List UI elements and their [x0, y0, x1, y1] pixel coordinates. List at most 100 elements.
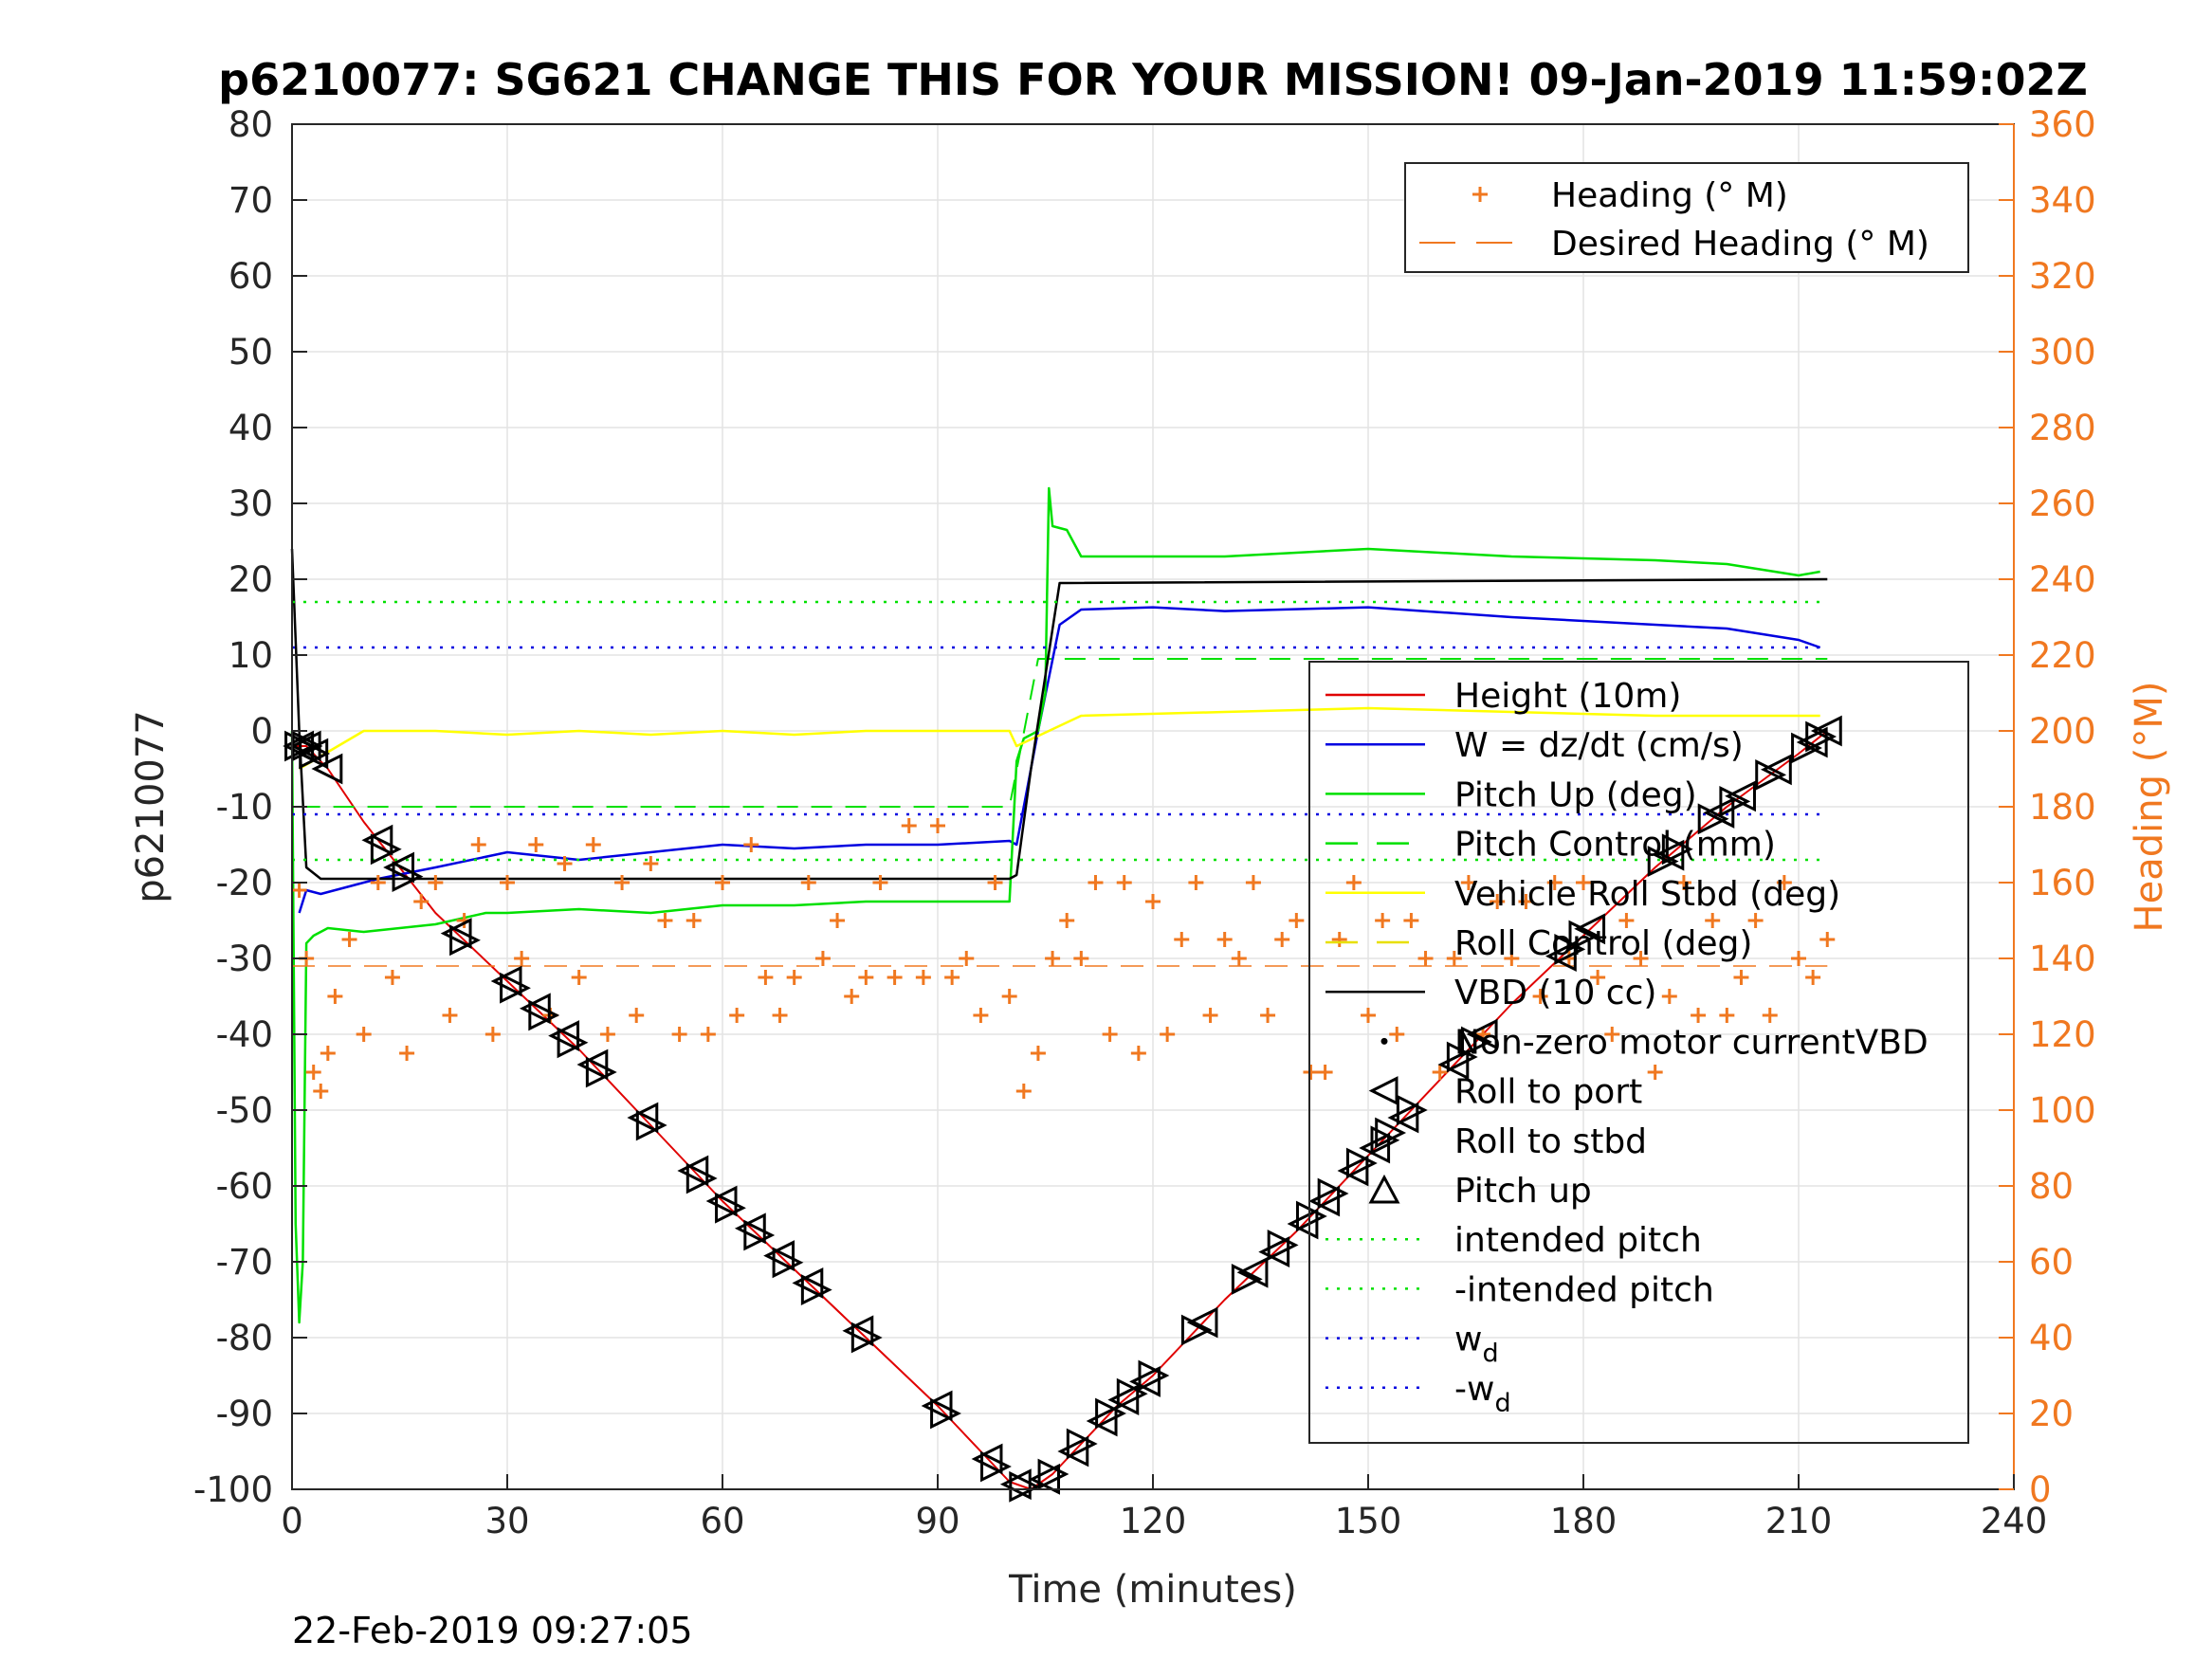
y-tick-label-left: 50	[229, 332, 273, 373]
heading-point	[1705, 913, 1721, 928]
marker-roll-to-port	[1810, 715, 1842, 747]
x-tick-label: 0	[281, 1501, 303, 1541]
marker-roll-to-stbd	[585, 1056, 617, 1088]
heading-point	[1260, 1008, 1276, 1023]
heading-point	[1274, 932, 1290, 947]
heading-point	[786, 970, 802, 985]
heading-point	[1633, 951, 1649, 966]
marker-roll-to-stbd	[291, 730, 323, 762]
heading-point	[470, 837, 486, 852]
marker-roll-to-port	[1796, 726, 1828, 758]
y-tick-label-left: -90	[216, 1394, 273, 1434]
heading-point	[1202, 1008, 1218, 1023]
y-tick-label-right: 180	[2029, 787, 2096, 828]
heading-point	[1819, 932, 1836, 947]
heading-point	[1375, 913, 1391, 928]
marker-roll-to-stbd	[930, 1397, 961, 1430]
marker-roll-to-port	[1545, 940, 1577, 973]
legend-label: VBD (10 cc)	[1454, 974, 1656, 1012]
heading-point	[514, 951, 530, 966]
legend-dot-icon	[1380, 1037, 1388, 1045]
heading-point	[1432, 1065, 1448, 1080]
y-tick-label-left: 40	[229, 408, 273, 448]
grid-lines	[291, 123, 2015, 1490]
legend-label: Vehicle Roll Stbd (deg)	[1454, 875, 1840, 914]
heading-point	[428, 875, 444, 890]
x-tick-label: 150	[1335, 1501, 1402, 1541]
heading-point	[1460, 875, 1476, 890]
heading-points	[291, 818, 1836, 1099]
heading-point	[1102, 1027, 1118, 1042]
marker-roll-to-port	[1574, 913, 1606, 945]
marker-roll-to-port	[361, 824, 393, 856]
heading-point	[1345, 875, 1362, 890]
x-tick-label: 240	[1981, 1501, 2048, 1541]
marker-roll-to-port	[383, 851, 414, 884]
heading-point	[1088, 875, 1104, 890]
marker-roll-to-stbd	[1231, 1263, 1263, 1295]
heading-point	[500, 875, 515, 890]
marker-roll-to-port	[1287, 1208, 1319, 1240]
heading-point	[442, 1008, 458, 1023]
marker-roll-to-port	[1258, 1236, 1290, 1268]
legend-heading-box	[1404, 162, 1969, 273]
axis-ticks: 0 30 60 90 120 150 180 210 24080706050403020100-…	[193, 104, 2096, 1541]
y-tick-label-left: -40	[216, 1014, 273, 1055]
x-tick-label: 120	[1120, 1501, 1187, 1541]
marker-roll-to-stbd	[1009, 1470, 1041, 1503]
y-tick-label-left: -60	[216, 1166, 273, 1207]
y-tick-label-left: -30	[216, 939, 273, 979]
y-tick-label-left: -50	[216, 1090, 273, 1131]
marker-roll-to-stbd	[1180, 1314, 1213, 1346]
heading-point	[1733, 970, 1749, 985]
marker-roll-to-stbd	[1375, 1117, 1407, 1149]
heading-point	[872, 875, 888, 890]
legend-roll-port-icon	[1368, 1076, 1398, 1106]
legend-label: W = dz/dt (cm/s)	[1454, 726, 1744, 765]
marker-roll-to-stbd	[299, 738, 331, 770]
y-tick-label-right: 320	[2029, 256, 2096, 297]
marker-roll-to-port	[440, 918, 472, 950]
heading-point	[291, 883, 307, 898]
marker-roll-to-stbd	[1568, 920, 1600, 952]
heading-point	[1691, 1008, 1707, 1023]
y-tick-label-right: 0	[2029, 1469, 2052, 1510]
heading-point	[599, 1027, 615, 1042]
heading-point	[1518, 894, 1534, 909]
y-tick-label-right: 60	[2029, 1242, 2074, 1283]
heading-point	[413, 894, 430, 909]
footer-timestamp: 22-Feb-2019 09:27:05	[292, 1610, 693, 1651]
marker-roll-to-stbd	[980, 1450, 1012, 1483]
marker-roll-to-port	[1466, 1018, 1498, 1050]
marker-roll-to-stbd	[800, 1274, 832, 1306]
marker-roll-to-stbd	[1138, 1359, 1170, 1392]
y-tick-label-left: -80	[216, 1318, 273, 1358]
heading-point	[729, 1008, 745, 1023]
marker-roll-to-stbd	[370, 833, 402, 866]
marker-roll-to-stbd	[1396, 1094, 1428, 1126]
marker-roll-to-stbd	[1461, 1026, 1492, 1058]
marker-roll-to-stbd	[528, 999, 560, 1031]
heading-point	[901, 818, 917, 833]
heading-point	[643, 856, 659, 871]
y-axis-label-left: p6210077	[129, 710, 173, 903]
y-tick-label-right: 260	[2029, 483, 2096, 524]
marker-roll-to-port	[1653, 839, 1685, 871]
marker-roll-to-port	[1186, 1306, 1218, 1339]
marker-roll-to-port	[1337, 1155, 1369, 1187]
series-pitch-control-mm	[299, 658, 1828, 808]
heading-point	[1532, 989, 1548, 1004]
y-tick-label-right: 140	[2029, 939, 2096, 979]
heading-point	[484, 1027, 501, 1042]
marker-roll-to-stbd	[635, 1109, 667, 1141]
marker-roll-to-stbd	[1317, 1177, 1349, 1210]
heading-point	[1030, 1046, 1046, 1061]
y-tick-label-right: 200	[2029, 711, 2096, 752]
legend-label: Pitch Control (mm)	[1454, 826, 1776, 865]
heading-point	[1145, 894, 1161, 909]
marker-roll-to-stbd	[1116, 1377, 1148, 1410]
y-tick-label-right: 220	[2029, 635, 2096, 676]
marker-roll-to-stbd	[1295, 1200, 1327, 1232]
marker-roll-to-port	[1387, 1102, 1419, 1134]
marker-roll-to-port	[763, 1240, 795, 1272]
